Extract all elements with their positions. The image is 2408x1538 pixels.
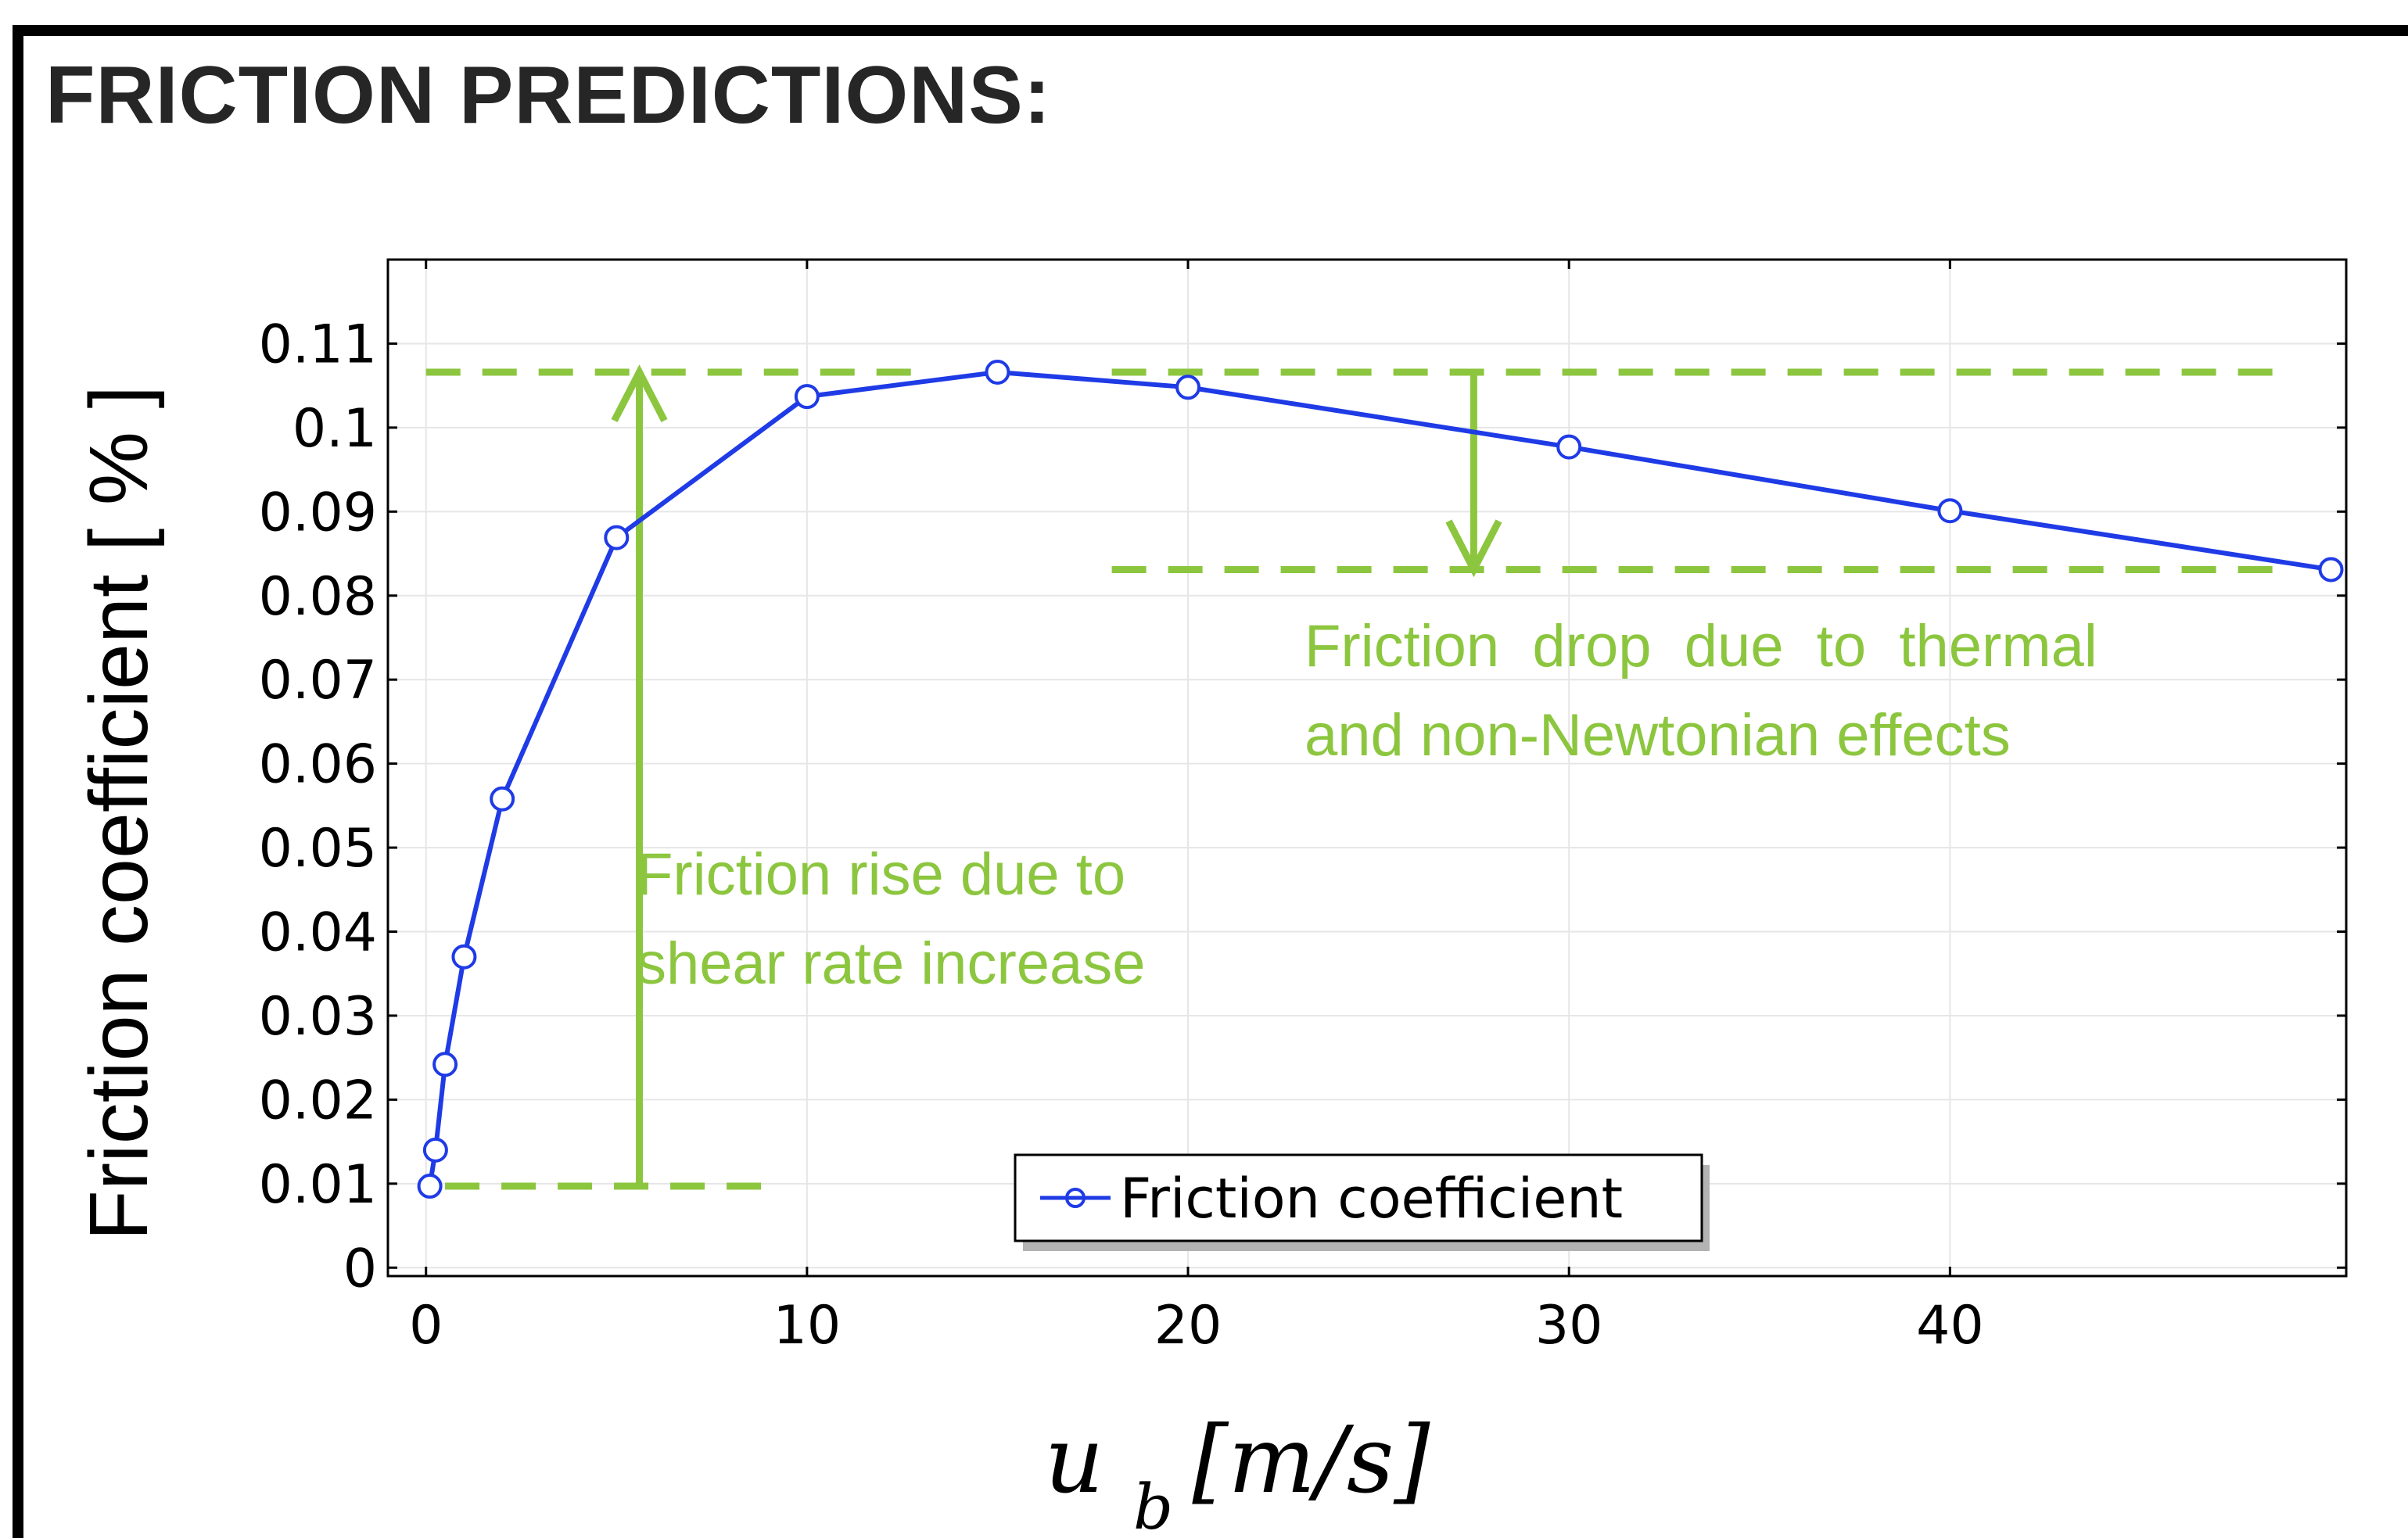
data-point: [2318, 557, 2344, 583]
axis-ticks: 0 0.01 0.02 0.03 0.04 0.05 0.06 0.07 0.08 0.09 0.1…: [259, 260, 2346, 1357]
y-tick-label: 0.05: [259, 818, 377, 880]
x-axis-title-unit: [m/s]: [1192, 1406, 1430, 1514]
y-tick-label: 0.11: [259, 314, 377, 375]
y-tick-label: 0.04: [259, 902, 377, 964]
annotation-arrow-head: [611, 364, 668, 423]
data-point: [794, 384, 820, 410]
y-tick-label: 0.07: [259, 650, 377, 712]
annotation-drop-line-2: and non-Newtonian effects: [1304, 702, 2011, 769]
x-axis-title-text: u: [1044, 1406, 1104, 1514]
x-tick-label: 30: [1535, 1295, 1603, 1357]
data-point: [417, 1174, 443, 1199]
y-tick-label: 0: [343, 1238, 377, 1300]
y-tick-label: 0.03: [259, 986, 377, 1048]
series-layer: [417, 359, 2344, 1199]
y-tick-label: 0.06: [259, 734, 377, 796]
y-axis-title: Friction coefficient [ % ]: [73, 385, 165, 1241]
page-title: FRICTION PREDICTIONS:: [45, 50, 1052, 141]
annotation-rise-line-1: Friction rise due to: [637, 841, 1125, 908]
data-point: [1175, 375, 1201, 400]
data-point: [422, 1137, 448, 1163]
reference-lines: [425, 364, 2274, 1190]
data-point: [432, 1052, 458, 1077]
data-point: [451, 944, 477, 970]
legend-label: Friction coefficient: [1120, 1167, 1623, 1231]
data-point: [1937, 498, 1963, 524]
plot-area-frame: [386, 258, 2348, 1278]
data-point: [1556, 434, 1582, 460]
legend-marker-sample: [1065, 1188, 1086, 1208]
data-point: [604, 525, 630, 550]
y-tick-label: 0.08: [259, 566, 377, 628]
x-axis-title: u b [m/s]: [1044, 1406, 1430, 1538]
data-point: [985, 359, 1010, 385]
y-tick-label: 0.1: [292, 398, 377, 460]
legend: Friction coefficient: [1014, 1153, 1710, 1251]
data-point: [490, 786, 515, 812]
x-tick-label: 0: [409, 1295, 443, 1357]
annotation-arrow-head: [1445, 519, 1502, 578]
x-tick-label: 40: [1916, 1295, 1984, 1357]
y-tick-label: 0.01: [259, 1154, 377, 1216]
y-tick-label: 0.02: [259, 1070, 377, 1131]
grid: [388, 260, 2346, 1276]
figure-frame: [13, 25, 2408, 1538]
x-axis-title-subscript: b: [1133, 1471, 1173, 1538]
x-tick-label: 10: [773, 1295, 842, 1357]
x-tick-label: 20: [1154, 1295, 1222, 1357]
legend-box: [1014, 1153, 1703, 1242]
annotation-drop-line-1: Friction drop due to thermal: [1304, 613, 2098, 679]
series-line: [427, 369, 2331, 1187]
annotation-rise-line-2: shear rate increase: [637, 930, 1146, 997]
y-tick-label: 0.09: [259, 482, 377, 543]
